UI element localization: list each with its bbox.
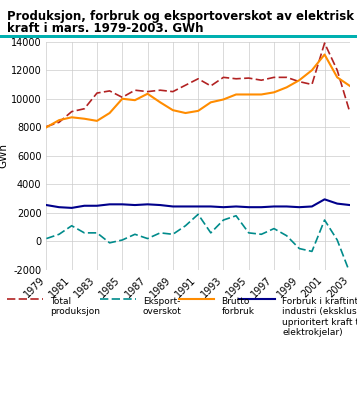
Text: Forbruk i kraftintensiv
industri (eksklusive
uprioritert kraft til
elektrokjelar: Forbruk i kraftintensiv industri (eksklu…	[282, 297, 357, 337]
Text: Brutto
forbruk: Brutto forbruk	[221, 297, 254, 316]
Y-axis label: GWh: GWh	[0, 143, 8, 168]
Text: kraft i mars. 1979-2003. GWh: kraft i mars. 1979-2003. GWh	[7, 22, 203, 35]
Text: Total
produksjon: Total produksjon	[50, 297, 100, 316]
Text: Eksport-
overskot: Eksport- overskot	[143, 297, 182, 316]
Text: Produksjon, forbruk og eksportoverskot av elektrisk: Produksjon, forbruk og eksportoverskot a…	[7, 10, 354, 23]
